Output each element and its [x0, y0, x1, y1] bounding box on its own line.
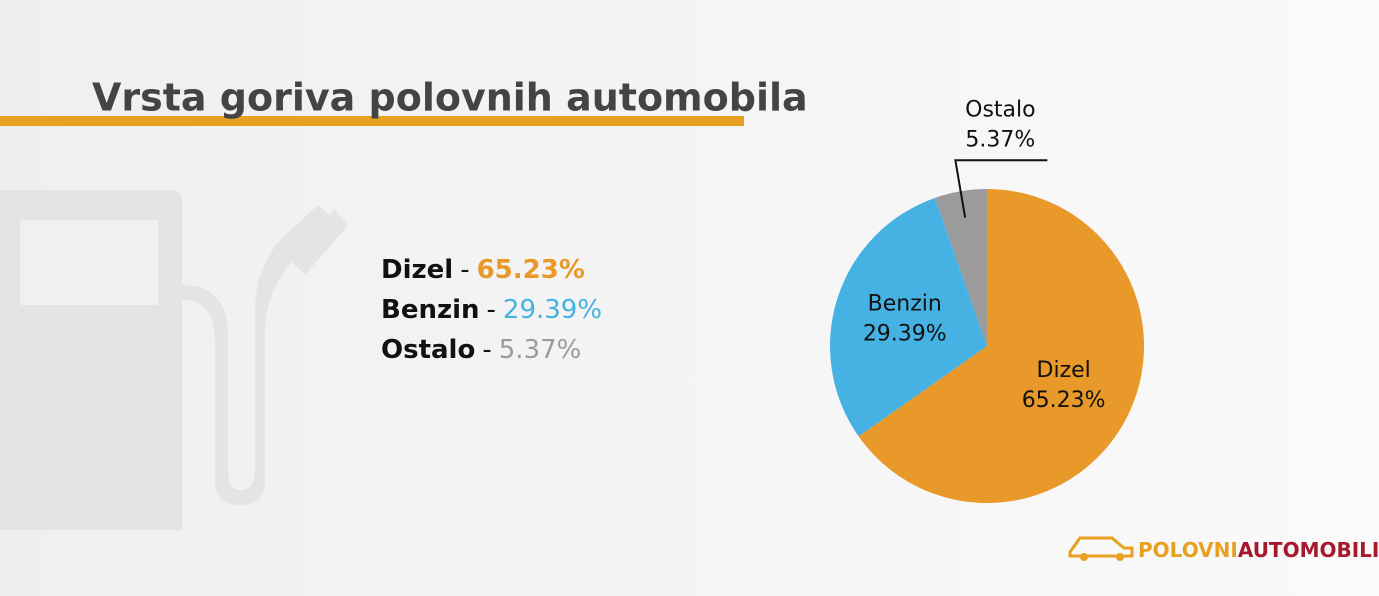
logo-part: POLOVNI	[1138, 538, 1238, 562]
legend-value: 5.37%	[499, 335, 582, 365]
slice-value: 29.39%	[863, 322, 947, 347]
legend: Dizel -65.23%Benzin -29.39%Ostalo -5.37%	[381, 255, 602, 365]
legend-value: 65.23%	[477, 255, 585, 285]
logo: POLOVNIAUTOMOBILI	[1068, 536, 1379, 562]
legend-entry: Dizel -65.23%	[381, 255, 585, 285]
logo-wheel	[1080, 553, 1088, 561]
legend-value: 29.39%	[503, 295, 602, 325]
legend-separator: -	[487, 295, 496, 325]
chart-title: Vrsta goriva polovnih automobila	[92, 76, 808, 120]
title-underline	[0, 116, 744, 126]
leader-line	[954, 159, 1048, 218]
logo-part: AUTOMOBILI	[1238, 538, 1379, 562]
legend-entry: Ostalo -5.37%	[381, 335, 581, 365]
logo-wheel	[1116, 553, 1124, 561]
legend-separator: -	[482, 335, 491, 365]
slice-value: 65.23%	[1022, 388, 1106, 413]
pie-slice	[830, 197, 987, 437]
legend-separator: -	[460, 255, 469, 285]
slice-label: Dizel	[1037, 358, 1091, 383]
pump-icon	[0, 190, 348, 530]
slice-label: Ostalo	[965, 97, 1035, 122]
pie: Dizel 65.23% Benzin 29.39% Ostalo 5.37%	[830, 97, 1144, 504]
logo-text: POLOVNIAUTOMOBILI	[1138, 538, 1379, 562]
slice-value: 5.37%	[965, 127, 1035, 152]
legend-label: Ostalo	[381, 335, 475, 365]
pie-slice	[858, 189, 1144, 504]
legend-label: Dizel	[381, 255, 453, 285]
legend-entry: Benzin -29.39%	[381, 295, 602, 325]
pie-slice	[935, 189, 987, 346]
slice-label: Benzin	[868, 292, 942, 317]
legend-label: Benzin	[381, 295, 480, 325]
